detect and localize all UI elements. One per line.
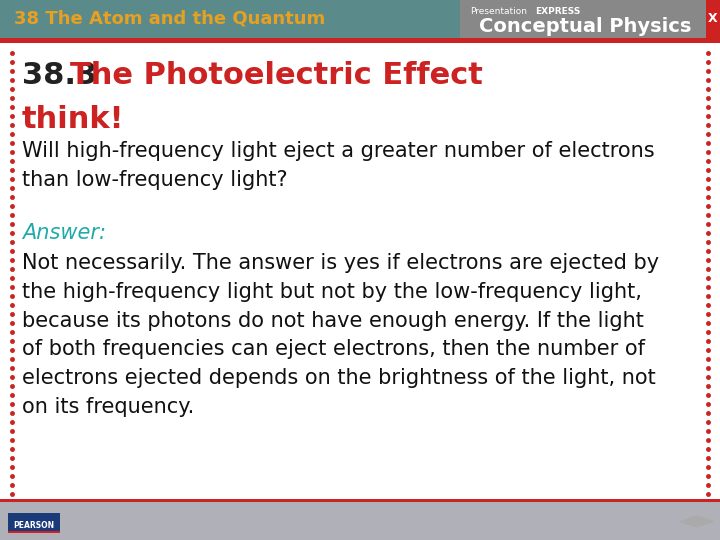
FancyBboxPatch shape bbox=[0, 0, 720, 38]
Text: EXPRESS: EXPRESS bbox=[535, 6, 580, 16]
Text: Will high-frequency light eject a greater number of electrons
than low-frequency: Will high-frequency light eject a greate… bbox=[22, 141, 654, 190]
FancyBboxPatch shape bbox=[0, 43, 720, 499]
Text: ◄: ◄ bbox=[678, 509, 698, 533]
FancyBboxPatch shape bbox=[8, 531, 60, 533]
Text: Presentation: Presentation bbox=[470, 6, 527, 16]
Text: Conceptual Physics: Conceptual Physics bbox=[479, 17, 691, 36]
Text: The Photoelectric Effect: The Photoelectric Effect bbox=[70, 61, 483, 90]
Text: think!: think! bbox=[22, 105, 125, 134]
FancyBboxPatch shape bbox=[460, 0, 710, 38]
Text: Not necessarily. The answer is yes if electrons are ejected by
the high-frequenc: Not necessarily. The answer is yes if el… bbox=[22, 253, 659, 417]
Text: Answer:: Answer: bbox=[22, 223, 106, 243]
FancyBboxPatch shape bbox=[706, 0, 720, 38]
FancyBboxPatch shape bbox=[0, 38, 720, 43]
Text: X: X bbox=[708, 12, 718, 25]
Text: 38 The Atom and the Quantum: 38 The Atom and the Quantum bbox=[14, 10, 325, 28]
FancyBboxPatch shape bbox=[0, 502, 720, 540]
FancyBboxPatch shape bbox=[8, 513, 60, 533]
Text: 38.3: 38.3 bbox=[22, 61, 108, 90]
Text: ►: ► bbox=[696, 509, 716, 533]
FancyBboxPatch shape bbox=[0, 499, 720, 502]
Text: PEARSON: PEARSON bbox=[14, 522, 55, 530]
